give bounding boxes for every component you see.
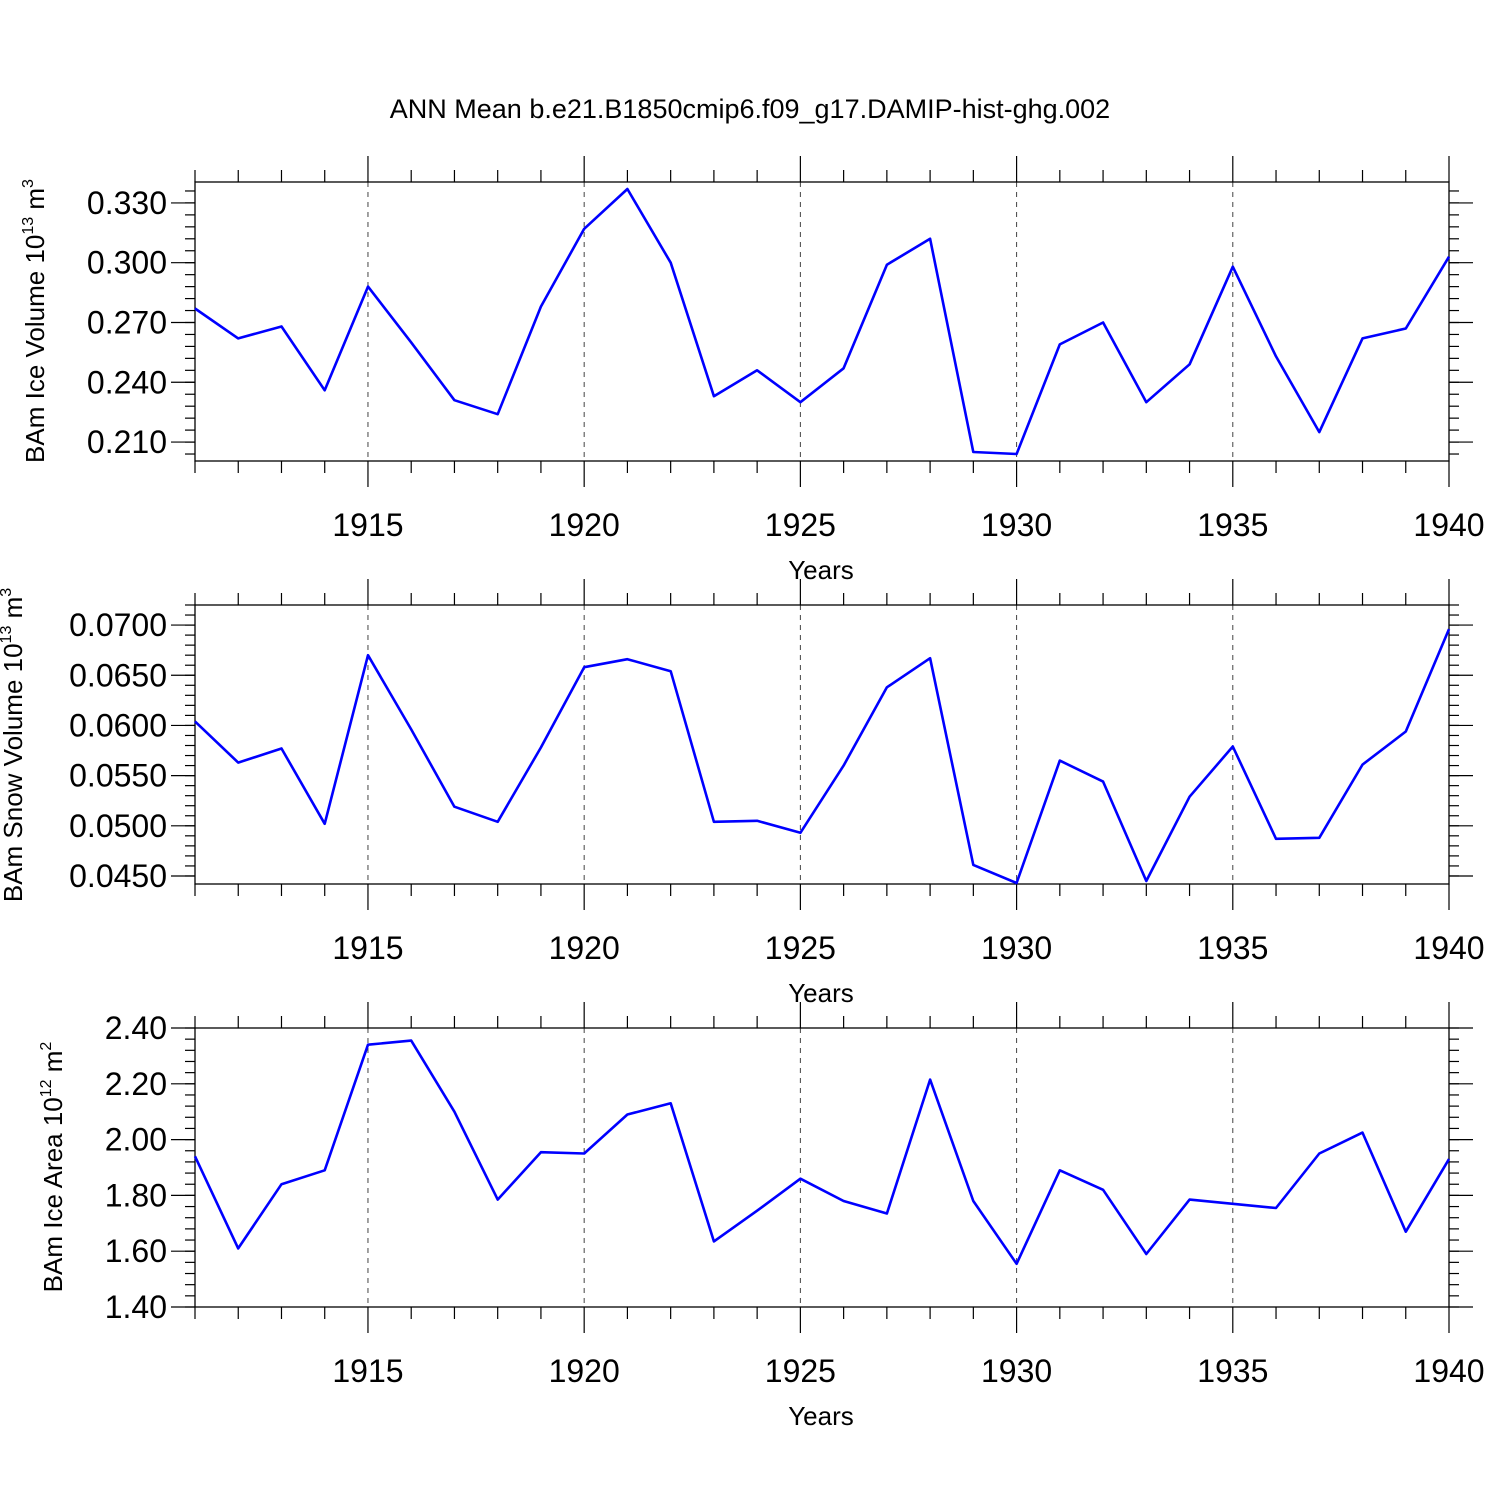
y-tick-label: 0.0650 (69, 657, 167, 693)
y-tick-label: 1.60 (105, 1233, 167, 1269)
x-tick-label: 1935 (1197, 507, 1268, 543)
y-axis-title-unit: m (38, 1051, 68, 1080)
y-tick-label: 0.330 (87, 185, 167, 221)
y-axis-title-unit: m (0, 597, 28, 626)
x-tick-label: 1940 (1413, 930, 1484, 966)
x-axis-title: Years (788, 555, 854, 585)
y-tick-label: 0.0600 (69, 707, 167, 743)
y-tick-label: 1.40 (105, 1289, 167, 1325)
y-tick-label: 0.0700 (69, 607, 167, 643)
x-tick-label: 1925 (765, 930, 836, 966)
x-tick-label: 1940 (1413, 507, 1484, 543)
y-tick-label: 0.240 (87, 364, 167, 400)
y-axis-title-unit-exponent: 3 (0, 588, 15, 597)
y-axis-title-base: BAm Ice Volume 10 (20, 235, 50, 463)
x-tick-label: 1930 (981, 507, 1052, 543)
x-tick-label: 1930 (981, 930, 1052, 966)
x-tick-label: 1935 (1197, 930, 1268, 966)
figure-title: ANN Mean b.e21.B1850cmip6.f09_g17.DAMIP-… (390, 94, 1110, 124)
chart-panel-3: 1.40 1.60 1.80 2.00 2.20 2.40 1915 1920 1925 1930… (38, 1002, 1485, 1431)
y-tick-label: 1.80 (105, 1177, 167, 1213)
y-axis-title: BAm Ice Volume 1013 m3 (20, 179, 50, 463)
y-tick-label: 0.0550 (69, 758, 167, 794)
x-tick-label: 1915 (332, 507, 403, 543)
y-tick-label: 0.0500 (69, 808, 167, 844)
y-axis-title-unit-exponent: 2 (38, 1042, 55, 1051)
plot-frame (194, 1027, 1450, 1308)
y-axis-title-base: BAm Ice Area 10 (38, 1097, 68, 1292)
x-tick-label: 1930 (981, 1353, 1052, 1389)
plot-frame (194, 181, 1450, 462)
y-axis-title-exponent: 13 (20, 217, 37, 235)
x-tick-label: 1915 (332, 930, 403, 966)
series-line (194, 187, 1451, 456)
y-tick-label: 0.0450 (69, 858, 167, 894)
y-tick-label: 2.40 (105, 1010, 167, 1046)
chart-panel-2: 0.0450 0.0500 0.0550 0.0600 0.0650 0.0700 1915… (0, 579, 1485, 1008)
panels: 0.210 0.240 0.270 0.300 0.330 1915 1920 1925 193… (0, 156, 1485, 1431)
x-axis-title: Years (788, 1401, 854, 1431)
y-axis-title-exponent: 13 (0, 626, 15, 644)
x-axis-title: Years (788, 978, 854, 1008)
y-axis-title: BAm Ice Area 1012 m2 (38, 1042, 68, 1293)
y-axis-title: BAm Snow Volume 1013 m3 (0, 588, 28, 902)
x-tick-label: 1940 (1413, 1353, 1484, 1389)
x-tick-label: 1920 (549, 507, 620, 543)
y-tick-label: 0.210 (87, 424, 167, 460)
y-axis-title-unit-exponent: 3 (20, 179, 37, 188)
series-line (193, 1039, 1451, 1266)
series-line (194, 628, 1451, 885)
plot-frame (194, 604, 1450, 885)
y-axis-title-exponent: 12 (38, 1079, 55, 1097)
chart-panel-1: 0.210 0.240 0.270 0.300 0.330 1915 1920 1925 193… (20, 156, 1485, 585)
y-axis-title-unit: m (20, 188, 50, 217)
y-tick-label: 2.20 (105, 1066, 167, 1102)
y-tick-label: 0.270 (87, 304, 167, 340)
x-tick-label: 1920 (549, 1353, 620, 1389)
y-axis-title-base: BAm Snow Volume 10 (0, 643, 28, 902)
x-tick-label: 1925 (765, 1353, 836, 1389)
y-tick-label: 2.00 (105, 1122, 167, 1158)
x-tick-label: 1915 (332, 1353, 403, 1389)
y-tick-label: 0.300 (87, 245, 167, 281)
x-tick-label: 1920 (549, 930, 620, 966)
x-tick-label: 1935 (1197, 1353, 1268, 1389)
x-tick-label: 1925 (765, 507, 836, 543)
